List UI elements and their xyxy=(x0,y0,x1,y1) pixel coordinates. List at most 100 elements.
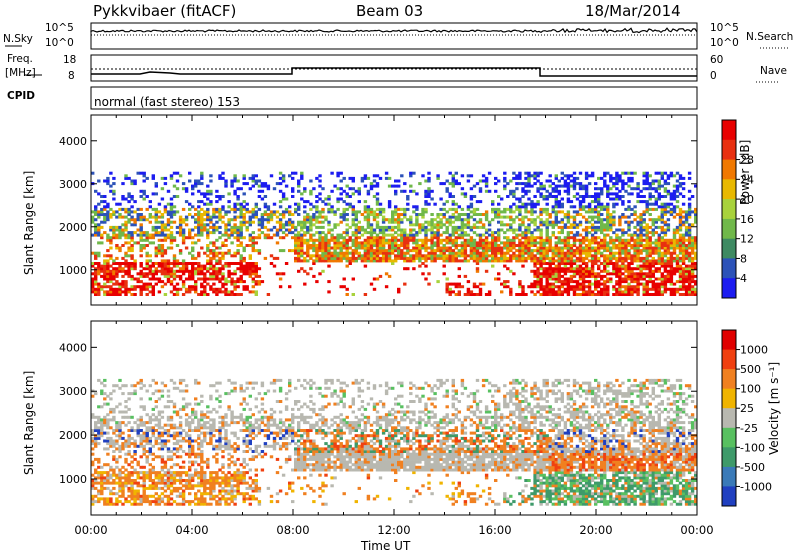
vel-cell xyxy=(142,489,146,493)
power-cell xyxy=(457,225,461,229)
vel-cell xyxy=(94,479,98,482)
power-cell xyxy=(154,184,158,188)
power-cell xyxy=(206,282,210,286)
power-cell xyxy=(97,287,101,291)
power-cell xyxy=(169,207,174,211)
power-cell xyxy=(239,264,243,268)
power-cell xyxy=(378,241,383,245)
vel-cell xyxy=(112,468,116,472)
power-cell xyxy=(515,207,519,211)
power-cell xyxy=(275,215,280,219)
vel-cell xyxy=(103,397,107,401)
power-cell xyxy=(291,249,295,253)
power-cell xyxy=(484,184,489,188)
power-cell xyxy=(669,210,674,214)
vel-cell xyxy=(133,421,137,425)
power-cell xyxy=(600,207,604,211)
power-cell xyxy=(269,218,274,222)
power-cell xyxy=(154,267,158,271)
power-cell xyxy=(306,254,310,258)
power-cell xyxy=(603,262,607,265)
power-cell xyxy=(418,251,422,255)
power-cell xyxy=(415,231,419,235)
power-cell xyxy=(345,251,349,255)
power-cell xyxy=(633,171,637,175)
power-cell xyxy=(178,231,183,235)
vel-cell xyxy=(136,494,140,498)
power-cell xyxy=(469,249,474,253)
power-cell xyxy=(233,223,237,227)
power-cell xyxy=(315,210,319,214)
power-cell xyxy=(345,207,349,211)
power-cell xyxy=(527,202,531,206)
power-cell xyxy=(448,287,452,291)
power-cell xyxy=(603,290,607,294)
power-cell xyxy=(460,223,465,227)
power-cell xyxy=(660,184,664,188)
power-cell xyxy=(424,241,428,245)
power-cell xyxy=(351,231,355,235)
power-cell xyxy=(648,182,652,186)
vel-cell xyxy=(100,426,104,430)
power-cell xyxy=(269,262,274,265)
power-cell xyxy=(454,228,458,232)
power-cell xyxy=(412,246,416,250)
power-cell xyxy=(621,195,625,198)
power-cell xyxy=(360,254,365,258)
power-cell xyxy=(366,241,371,245)
power-cell xyxy=(327,223,331,227)
power-cell xyxy=(642,282,646,286)
power-cell xyxy=(333,251,337,255)
power-cell xyxy=(478,233,483,237)
power-cell xyxy=(387,184,392,188)
power-cell xyxy=(269,210,274,214)
power-cell xyxy=(481,213,486,216)
power-cell xyxy=(115,280,119,284)
power-cell xyxy=(366,225,371,229)
power-cell xyxy=(651,293,655,296)
power-cell xyxy=(330,210,334,214)
power-cell xyxy=(121,282,125,286)
power-cell xyxy=(584,205,589,209)
vel-cell xyxy=(127,397,131,401)
power-cell xyxy=(581,256,586,260)
power-cell xyxy=(475,251,480,255)
power-cell xyxy=(657,233,661,237)
power-cell xyxy=(400,256,404,260)
power-cell xyxy=(166,269,171,273)
power-cell xyxy=(251,184,255,188)
power-cell xyxy=(394,213,398,216)
power-cell xyxy=(666,225,671,229)
power-cell xyxy=(288,205,292,209)
power-cell xyxy=(197,213,201,216)
power-cell xyxy=(524,205,528,209)
power-cell xyxy=(160,220,165,224)
power-cell xyxy=(239,267,243,271)
power-cell xyxy=(360,241,365,245)
power-cell xyxy=(357,246,361,250)
power-cell xyxy=(566,282,571,286)
power-cell xyxy=(254,290,258,294)
power-cell xyxy=(657,254,661,258)
power-cell xyxy=(651,256,655,260)
vel-cell xyxy=(109,468,113,472)
power-cell xyxy=(669,272,674,276)
power-cell xyxy=(539,228,543,232)
power-cell xyxy=(597,192,601,196)
power-cell xyxy=(578,220,583,224)
power-cell xyxy=(194,184,198,188)
power-cell xyxy=(427,195,431,198)
vel-cell xyxy=(100,489,104,493)
power-cell xyxy=(624,267,628,271)
power-cell xyxy=(694,220,698,224)
power-cell xyxy=(606,256,610,260)
power-cell xyxy=(557,220,561,224)
power-cell xyxy=(421,207,425,211)
power-cell xyxy=(627,256,631,260)
power-cell xyxy=(181,282,186,286)
vel-cell xyxy=(115,497,119,501)
power-cell xyxy=(578,182,583,186)
power-cell xyxy=(406,241,410,245)
power-cell xyxy=(136,213,140,216)
power-cell xyxy=(687,228,692,232)
